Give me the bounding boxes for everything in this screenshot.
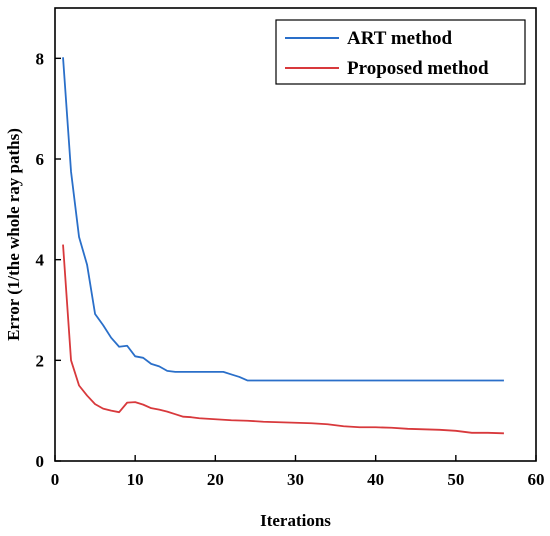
y-tick-label: 0 — [36, 452, 45, 471]
x-tick-label: 30 — [287, 470, 304, 489]
series-line-art-method — [62, 57, 504, 382]
legend-label-proposed-method: Proposed method — [347, 58, 489, 79]
x-tick-label: 10 — [127, 470, 144, 489]
y-tick-label: 4 — [36, 251, 45, 270]
legend: ART method Proposed method — [275, 19, 526, 85]
x-tick-label: 20 — [207, 470, 224, 489]
series-lines — [62, 57, 504, 435]
y-axis-ticks: 0 2 4 6 8 — [36, 49, 61, 471]
y-tick-label: 8 — [36, 49, 45, 68]
x-tick-label: 60 — [528, 470, 545, 489]
legend-box — [275, 19, 526, 85]
legend-label-art-method: ART method — [347, 28, 453, 49]
x-tick-label: 40 — [367, 470, 384, 489]
y-tick-label: 2 — [36, 351, 45, 370]
x-axis-ticks: 0 10 20 30 40 50 60 — [51, 455, 545, 489]
y-tick-label: 6 — [36, 150, 45, 169]
y-axis-title: Error (1/the whole ray paths) — [4, 128, 23, 341]
x-tick-label: 50 — [447, 470, 464, 489]
x-axis-title: Iterations — [260, 511, 331, 530]
series-line-proposed-method — [62, 244, 504, 435]
x-tick-label: 0 — [51, 470, 60, 489]
